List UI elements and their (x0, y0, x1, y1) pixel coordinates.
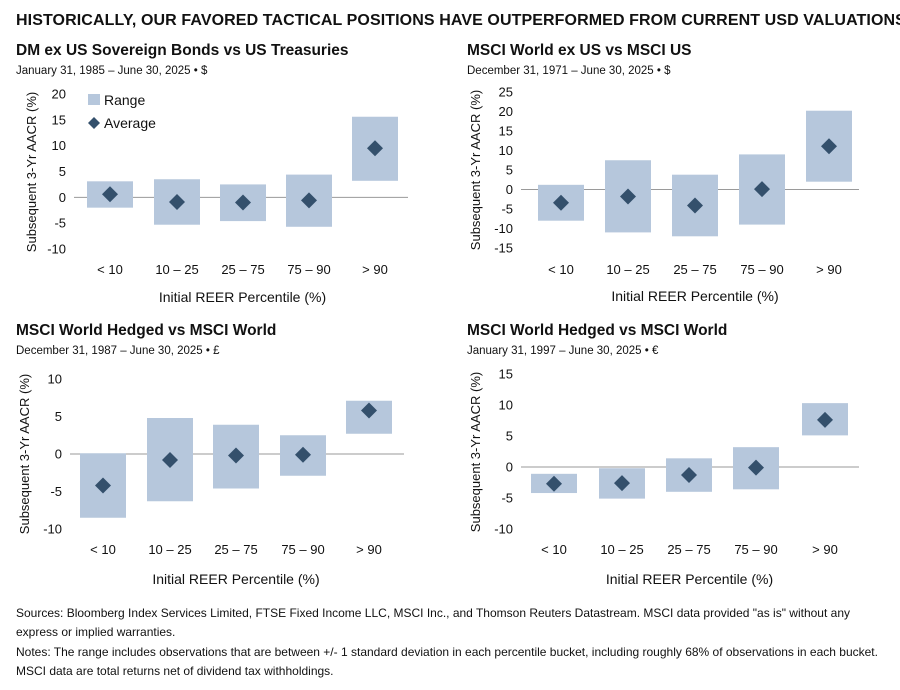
y-tick-label: 20 (52, 87, 66, 102)
y-tick-label: -10 (494, 221, 513, 236)
chart-subtitle: January 31, 1985 – June 30, 2025 • $ (16, 65, 208, 77)
average-marker (361, 402, 377, 419)
average-marker (235, 194, 251, 211)
average-marker (367, 140, 383, 157)
chart-subtitle: December 31, 1987 – June 30, 2025 • £ (16, 345, 220, 357)
y-tick-label: 20 (499, 104, 513, 119)
x-axis-title: Initial REER Percentile (%) (611, 288, 778, 304)
chart-panel-dm-bonds: DM ex US Sovereign Bonds vs US Treasurie… (16, 42, 456, 332)
sources-note: Sources: Bloomberg Index Services Limite… (16, 606, 850, 639)
chart-svg: 20 15 10 5 0 -5 -10 < 10 10 – 25 25 – 75 75 – 90 > … (24, 87, 408, 305)
y-tick-label: 15 (499, 367, 513, 382)
y-tick-label: 5 (506, 429, 513, 444)
y-tick-label: 0 (55, 447, 62, 462)
average-marker (620, 188, 636, 205)
y-tick-label: 0 (59, 190, 66, 205)
chart-svg: 10 5 0 -5 -10 < 10 10 – 25 25 – 75 75 – 90 > 90 In… (17, 372, 404, 587)
x-axis-title: Initial REER Percentile (%) (606, 571, 773, 587)
y-tick-label: 5 (55, 409, 62, 424)
y-tick-label: 15 (52, 112, 66, 127)
x-tick-label: < 10 (90, 542, 116, 557)
chart-panel-hedged-eur: MSCI World Hedged vs MSCI World January … (467, 322, 900, 612)
x-tick-label: 75 – 90 (740, 262, 783, 277)
x-axis-title: Initial REER Percentile (%) (159, 289, 326, 305)
average-marker (553, 194, 569, 211)
legend-range-label: Range (104, 92, 145, 108)
y-axis-title: Subsequent 3-Yr AACR (%) (468, 90, 483, 250)
y-axis-title: Subsequent 3-Yr AACR (%) (17, 374, 32, 534)
x-tick-label: > 90 (816, 262, 842, 277)
average-marker (301, 192, 317, 209)
y-tick-label: -5 (54, 216, 66, 231)
chart-subtitle: January 31, 1997 – June 30, 2025 • € (467, 345, 659, 357)
average-marker (614, 475, 630, 492)
y-tick-label: -5 (50, 484, 62, 499)
average-marker (169, 193, 185, 210)
y-tick-label: 10 (499, 143, 513, 158)
average-marker (295, 446, 311, 463)
y-tick-label: -15 (494, 241, 513, 256)
y-tick-label: 10 (499, 398, 513, 413)
x-tick-label: > 90 (356, 542, 382, 557)
legend-range-swatch (88, 94, 100, 105)
chart-panel-world-ex-us: MSCI World ex US vs MSCI US December 31,… (467, 42, 900, 332)
average-marker (102, 186, 118, 203)
y-tick-label: 5 (506, 163, 513, 178)
x-tick-label: 10 – 25 (148, 542, 191, 557)
average-marker (687, 197, 703, 214)
x-tick-label: < 10 (541, 542, 567, 557)
average-marker (95, 477, 111, 494)
legend-average-swatch (88, 117, 100, 129)
x-tick-label: > 90 (362, 262, 388, 277)
x-tick-label: 25 – 75 (221, 262, 264, 277)
y-tick-label: 10 (48, 372, 62, 387)
y-tick-label: 25 (499, 85, 513, 100)
x-tick-label: 10 – 25 (606, 262, 649, 277)
x-axis-title: Initial REER Percentile (%) (152, 571, 319, 587)
average-marker (546, 475, 562, 492)
chart-title: MSCI World ex US vs MSCI US (467, 42, 692, 59)
average-marker (681, 467, 697, 484)
y-tick-label: 0 (506, 182, 513, 197)
chart-title: MSCI World Hedged vs MSCI World (16, 322, 277, 339)
notes-text: Notes: The range includes observations t… (16, 645, 878, 678)
page-title: HISTORICALLY, OUR FAVORED TACTICAL POSIT… (16, 12, 900, 29)
y-tick-label: -10 (494, 522, 513, 537)
x-tick-label: < 10 (97, 262, 123, 277)
x-tick-label: 10 – 25 (155, 262, 198, 277)
y-tick-label: -5 (501, 491, 513, 506)
y-tick-label: -5 (501, 202, 513, 217)
average-marker (162, 452, 178, 468)
average-marker (228, 447, 244, 464)
chart-title: DM ex US Sovereign Bonds vs US Treasurie… (16, 42, 349, 59)
x-tick-label: 10 – 25 (600, 542, 643, 557)
y-tick-label: 0 (506, 460, 513, 475)
y-tick-label: 10 (52, 138, 66, 153)
chart-svg: 25 20 15 10 5 0 -5 -10 -15 < 10 10 – 25 25 – 75 75 –… (468, 85, 859, 304)
y-tick-label: 15 (499, 124, 513, 139)
x-tick-label: 25 – 75 (673, 262, 716, 277)
y-axis-title: Subsequent 3-Yr AACR (%) (468, 372, 483, 532)
average-marker (748, 459, 764, 476)
y-tick-label: 5 (59, 164, 66, 179)
average-marker (754, 181, 770, 198)
chart-panel-hedged-gbp: MSCI World Hedged vs MSCI World December… (16, 322, 456, 612)
x-tick-label: < 10 (548, 262, 574, 277)
chart-svg: 15 10 5 0 -5 -10 < 10 10 – 25 25 – 75 75 – 90 > 90… (468, 367, 859, 587)
average-marker (821, 138, 837, 155)
x-tick-label: 25 – 75 (214, 542, 257, 557)
legend-average-label: Average (104, 115, 156, 131)
x-tick-label: 75 – 90 (734, 542, 777, 557)
y-tick-label: -10 (47, 242, 66, 257)
x-tick-label: 25 – 75 (667, 542, 710, 557)
x-tick-label: 75 – 90 (287, 262, 330, 277)
chart-title: MSCI World Hedged vs MSCI World (467, 322, 728, 339)
average-marker (817, 411, 833, 428)
y-tick-label: -10 (43, 522, 62, 537)
x-tick-label: 75 – 90 (281, 542, 324, 557)
y-axis-title: Subsequent 3-Yr AACR (%) (24, 92, 39, 252)
x-tick-label: > 90 (812, 542, 838, 557)
chart-subtitle: December 31, 1971 – June 30, 2025 • $ (467, 65, 671, 77)
